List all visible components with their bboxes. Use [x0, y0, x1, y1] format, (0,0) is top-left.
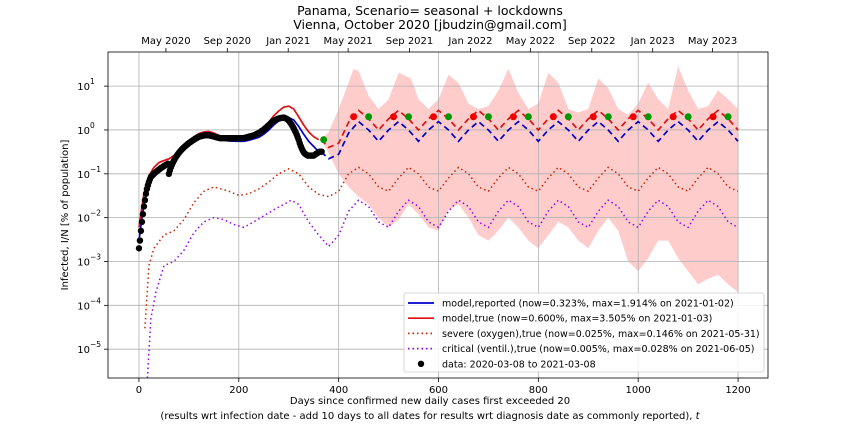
data-point	[141, 196, 149, 204]
x-tick-label: 400	[329, 385, 348, 396]
peak-marker-red	[509, 113, 517, 121]
x-axis-label-secondary-text: (results wrt infection date - add 10 day…	[160, 411, 695, 422]
plot-frame	[107, 51, 769, 379]
x-tick-label: 200	[229, 385, 248, 396]
peak-marker-green	[684, 113, 692, 121]
peak-marker-red	[629, 113, 637, 121]
y-tick-label: 10	[77, 214, 90, 225]
y-tick-base: 10	[77, 170, 90, 181]
legend-label: model,reported (now=0.323%, max=1.914% o…	[442, 299, 734, 310]
y-tick-exponent: −2	[90, 209, 101, 218]
peak-marker-red	[390, 113, 398, 121]
x-axis: 0 200 400 600 800 1000 1200	[136, 378, 751, 396]
x-axis-label-secondary: (results wrt infection date - add 10 day…	[160, 411, 700, 422]
data-point	[139, 210, 147, 218]
peak-marker-green	[365, 113, 373, 121]
peak-marker-green	[644, 113, 652, 121]
y-tick-base: 10	[77, 345, 90, 356]
top-tick-label: Jan 2022	[447, 36, 492, 47]
data-point	[318, 148, 325, 155]
marker-layer	[135, 113, 732, 252]
top-tick-label: Sep 2021	[386, 36, 433, 47]
legend-box	[403, 292, 765, 373]
peak-marker-red	[709, 113, 717, 121]
data-point	[137, 227, 145, 235]
series-reported-projection-line	[320, 120, 739, 160]
top-tick-label: Jan 2023	[630, 36, 675, 47]
data-point	[135, 245, 143, 252]
y-tick-exponent: 1	[90, 77, 95, 86]
chart-subtitle: Vienna, October 2020 [jbudzin@gmail.com]	[293, 17, 567, 32]
peak-marker-red	[549, 113, 557, 121]
peak-marker-green	[564, 113, 572, 121]
x-axis-label: Days since confirmed new daily cases fir…	[290, 396, 570, 407]
legend-label: critical (ventil.),true (now=0.005%, max…	[442, 344, 755, 355]
top-tick-label: Jan 2021	[265, 36, 310, 47]
x-axis-label-secondary-var: t	[696, 411, 701, 422]
series-true-projection-line	[320, 109, 739, 149]
peak-marker-green	[524, 113, 532, 121]
peak-marker-green	[604, 113, 612, 121]
x-tick-label: 800	[529, 385, 548, 396]
y-tick-base: 10	[77, 126, 90, 137]
data-point	[138, 218, 146, 226]
peak-marker-red	[669, 113, 677, 121]
peak-marker-green	[320, 136, 328, 144]
legend-label: model,true (now=0.600%, max=3.505% on 20…	[442, 314, 712, 325]
y-tick-label: 10	[77, 301, 90, 312]
y-tick-label: 10	[77, 82, 90, 93]
top-tick-label: May 2022	[506, 36, 555, 47]
legend: model,reported (now=0.323%, max=1.914% o…	[403, 292, 765, 373]
x-tick-label: 600	[429, 385, 448, 396]
y-tick-base: 10	[77, 301, 90, 312]
legend-label: data: 2020-03-08 to 2021-03-08	[442, 359, 596, 370]
plot-area	[107, 51, 769, 379]
x-tick-label: 1200	[725, 385, 750, 396]
peak-marker-red	[430, 113, 438, 121]
y-tick-label: 10	[77, 345, 90, 356]
data-point	[142, 190, 150, 197]
top-tick-label: May 2021	[323, 36, 372, 47]
y-tick-label: 10	[77, 126, 90, 137]
y-tick-exponent: −1	[90, 165, 101, 174]
y-tick-exponent: 0	[90, 121, 95, 130]
y-tick-exponent: −4	[90, 296, 101, 305]
series-severe-line	[144, 166, 739, 329]
data-point	[136, 237, 144, 244]
peak-marker-green	[405, 113, 413, 121]
y-tick-label: 10	[77, 257, 90, 268]
peak-marker-green	[724, 113, 732, 121]
legend-label: severe (oxygen),true (now=0.025%, max=0.…	[442, 329, 760, 340]
y-tick-base: 10	[77, 257, 90, 268]
top-tick-label: May 2020	[141, 36, 190, 47]
series-critical-line	[146, 199, 739, 379]
top-date-axis: May 2020 Sep 2020 Jan 2021 May 2021 Sep 2021…	[141, 36, 737, 52]
y-tick-exponent: −3	[90, 252, 101, 261]
chart-title: Panama, Scenario= seasonal + lockdowns	[297, 3, 563, 18]
x-tick-label: 0	[136, 385, 142, 396]
data-point	[140, 203, 148, 210]
y-tick-base: 10	[77, 82, 90, 93]
legend-swatch-marker	[417, 360, 425, 367]
peak-marker-red	[350, 113, 358, 121]
top-tick-label: May 2023	[688, 36, 737, 47]
peak-marker-green	[484, 113, 492, 121]
top-tick-label: Sep 2022	[568, 36, 615, 47]
top-tick-label: Sep 2020	[204, 36, 251, 47]
peak-marker-red	[469, 113, 477, 121]
y-tick-exponent: −5	[90, 340, 101, 349]
x-tick-label: 1000	[625, 385, 650, 396]
y-tick-label: 10	[77, 170, 90, 181]
y-tick-base: 10	[77, 214, 90, 225]
y-axis-label: Infected, I/N [% of population]	[60, 140, 71, 291]
peak-marker-green	[444, 113, 452, 121]
peak-marker-red	[589, 113, 597, 121]
